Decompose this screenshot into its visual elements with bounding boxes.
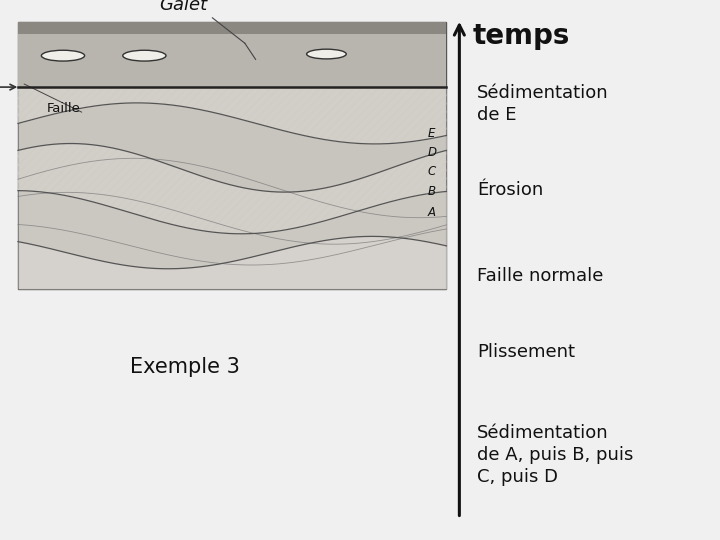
Ellipse shape (307, 49, 346, 59)
Ellipse shape (41, 50, 84, 61)
Text: Faille: Faille (47, 102, 81, 114)
Text: D: D (428, 146, 436, 159)
Text: Plissement: Plissement (477, 343, 575, 361)
Text: temps: temps (472, 22, 570, 50)
Bar (18, 22, 446, 87)
Text: Faille normale: Faille normale (477, 267, 604, 285)
Text: Sédimentation
de E: Sédimentation de E (477, 84, 609, 124)
Text: Érosion: Érosion (477, 181, 544, 199)
Bar (18, 22, 446, 33)
Text: Exemple 3: Exemple 3 (130, 357, 240, 377)
Ellipse shape (123, 50, 166, 61)
Text: B: B (428, 185, 436, 198)
Bar (18, 22, 446, 289)
Text: C: C (428, 165, 436, 178)
Text: Galet: Galet (160, 0, 207, 14)
Text: A: A (428, 206, 436, 219)
Text: Sédimentation
de A, puis B, puis
C, puis D: Sédimentation de A, puis B, puis C, puis… (477, 424, 634, 487)
Text: E: E (428, 127, 435, 140)
